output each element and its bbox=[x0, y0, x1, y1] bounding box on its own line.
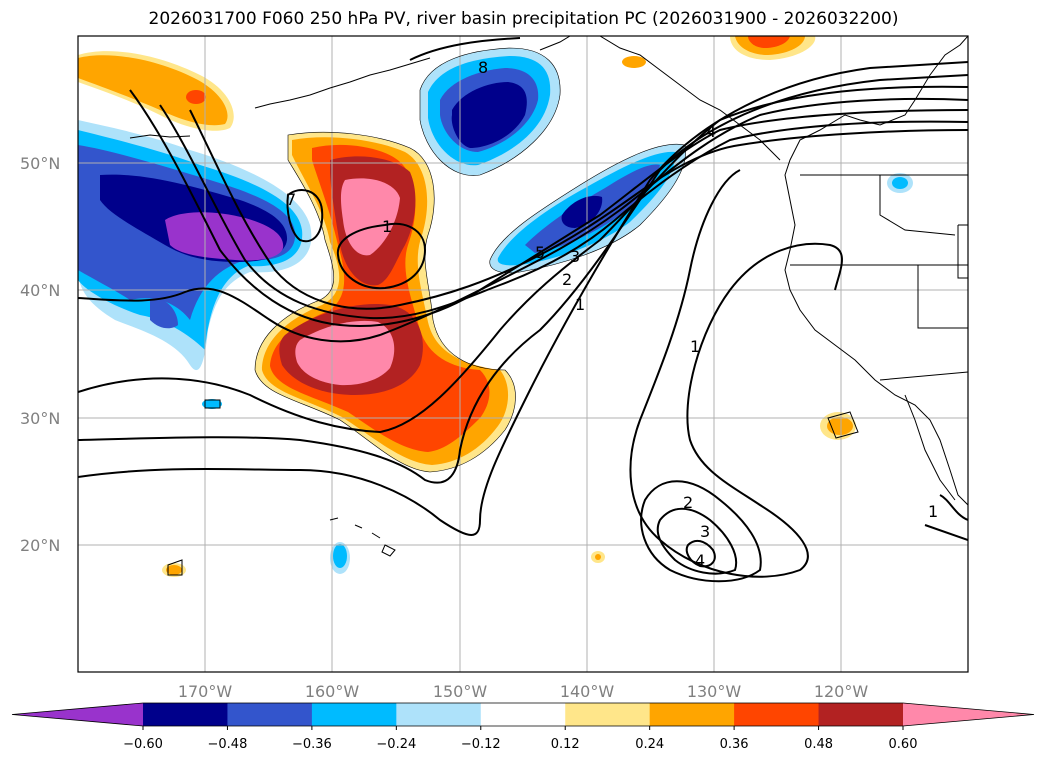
contour-label: 4 bbox=[695, 551, 705, 570]
colorbar-tick-label: −0.60 bbox=[123, 737, 163, 752]
colorbar-tick-label: −0.48 bbox=[208, 737, 248, 752]
graticule bbox=[78, 36, 968, 672]
contour-label: 4 bbox=[706, 122, 716, 141]
colorbar-tick-label: −0.24 bbox=[376, 737, 416, 752]
contour-label: 8 bbox=[478, 58, 488, 77]
colorbar-tick-label: −0.12 bbox=[461, 737, 501, 752]
lat-label: 40°N bbox=[20, 281, 60, 300]
contour-label: 3 bbox=[700, 522, 710, 541]
colorbar-extend-low bbox=[12, 703, 143, 726]
colorbar: −0.60 −0.48 −0.36 −0.24 −0.12 0.12 0.24 0.36 0.4… bbox=[11, 702, 1035, 752]
contour-label: 3 bbox=[570, 247, 580, 266]
lon-label: 120°W bbox=[814, 682, 869, 701]
contour-label: 2 bbox=[562, 270, 572, 289]
colorbar-swatch bbox=[480, 703, 566, 726]
pv-contours bbox=[78, 37, 968, 583]
longitude-labels: 170°W 160°W 150°W 140°W 130°W 120°W bbox=[178, 682, 869, 701]
lat-label: 20°N bbox=[20, 536, 60, 555]
colorbar-swatch bbox=[396, 703, 482, 726]
map-title: 2026031700 F060 250 hPa PV, river basin … bbox=[148, 9, 899, 29]
shading-outlines bbox=[254, 47, 686, 473]
colorbar-swatch bbox=[649, 703, 735, 726]
colorbar-tick-label: 0.48 bbox=[804, 737, 833, 752]
colorbar-tick-label: −0.36 bbox=[292, 737, 332, 752]
precip-pc-shading bbox=[78, 36, 913, 577]
colorbar-swatch bbox=[818, 703, 904, 726]
latitude-labels: 50°N 40°N 30°N 20°N bbox=[20, 154, 60, 555]
lon-label: 130°W bbox=[687, 682, 742, 701]
contour-label: 2 bbox=[683, 493, 693, 512]
colorbar-swatch bbox=[311, 703, 397, 726]
lon-label: 170°W bbox=[178, 682, 233, 701]
contour-label: 1 bbox=[690, 337, 700, 356]
contour-label: 1 bbox=[575, 295, 585, 314]
contour-label: 1 bbox=[382, 217, 392, 236]
contour-label: 5 bbox=[535, 243, 545, 262]
colorbar-swatch bbox=[734, 703, 820, 726]
colorbar-swatch bbox=[227, 703, 313, 726]
colorbar-tick-label: 0.36 bbox=[720, 737, 749, 752]
map-frame bbox=[77, 35, 969, 673]
colorbar-tick-label: 0.24 bbox=[635, 737, 664, 752]
lon-label: 140°W bbox=[560, 682, 615, 701]
lat-label: 30°N bbox=[20, 409, 60, 428]
colorbar-extend-high bbox=[903, 703, 1034, 726]
contour-label: 7 bbox=[286, 190, 296, 209]
coastlines bbox=[129, 36, 968, 576]
lon-label: 150°W bbox=[433, 682, 488, 701]
map-panel: 8 7 1 5 3 2 1 4 1 2 3 4 1 bbox=[78, 36, 968, 672]
colorbar-swatch bbox=[143, 703, 228, 726]
colorbar-swatch bbox=[565, 703, 651, 726]
colorbar-tick-label: 0.12 bbox=[551, 737, 580, 752]
lon-label: 160°W bbox=[305, 682, 360, 701]
contour-labels: 8 7 1 5 3 2 1 4 1 2 3 4 1 bbox=[286, 58, 938, 570]
lat-label: 50°N bbox=[20, 154, 60, 173]
colorbar-tick-label: 0.60 bbox=[889, 737, 918, 752]
contour-label: 1 bbox=[928, 502, 938, 521]
